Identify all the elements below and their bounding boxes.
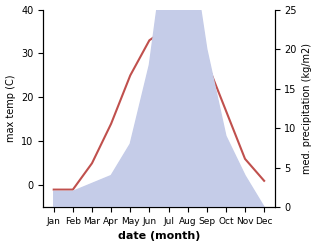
Y-axis label: med. precipitation (kg/m2): med. precipitation (kg/m2) — [302, 43, 313, 174]
Y-axis label: max temp (C): max temp (C) — [5, 75, 16, 142]
X-axis label: date (month): date (month) — [118, 231, 200, 242]
